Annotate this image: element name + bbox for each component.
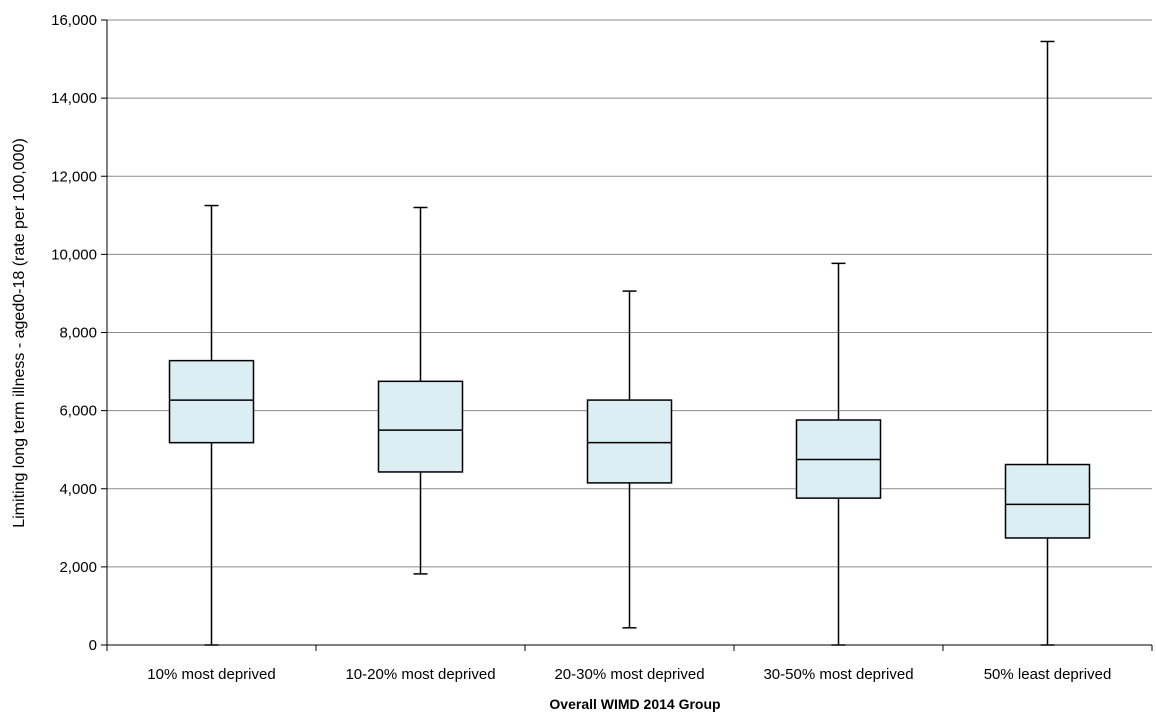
x-tick-label: 50% least deprived [984, 666, 1112, 683]
y-tick-label: 2,000 [59, 559, 97, 576]
x-axis: 10% most deprived 10-20% most deprived 20-… [106, 644, 1153, 683]
y-tick-label: 10,000 [51, 246, 97, 263]
box-group [586, 290, 673, 629]
y-tick-label: 0 [89, 637, 97, 654]
x-tick-label: 10% most deprived [147, 666, 275, 683]
x-tick-label: 10-20% most deprived [345, 666, 495, 683]
box-group [377, 206, 464, 575]
box-group [795, 262, 882, 646]
box-iqr [377, 380, 464, 473]
box-iqr [1004, 463, 1091, 539]
y-axis: 0 2,000 4,000 6,000 8,000 10,000 12,000 14,000 1… [51, 12, 108, 654]
box-group [1004, 40, 1091, 646]
y-tick-label: 6,000 [59, 403, 97, 420]
y-tick-label: 4,000 [59, 481, 97, 498]
x-axis-label: Overall WIMD 2014 Group [549, 696, 720, 712]
x-tick-label: 20-30% most deprived [554, 666, 704, 683]
y-axis-label: Limiting long term illness - aged0-18 (r… [11, 138, 28, 528]
box-iqr [586, 399, 673, 484]
boxes [168, 40, 1091, 646]
y-tick-label: 12,000 [51, 168, 97, 185]
box-iqr [168, 359, 255, 444]
y-tick-label: 16,000 [51, 12, 97, 29]
box-group [168, 204, 255, 646]
y-tick-label: 14,000 [51, 90, 97, 107]
y-tick-label: 8,000 [59, 325, 97, 342]
x-tick-label: 30-50% most deprived [763, 666, 913, 683]
